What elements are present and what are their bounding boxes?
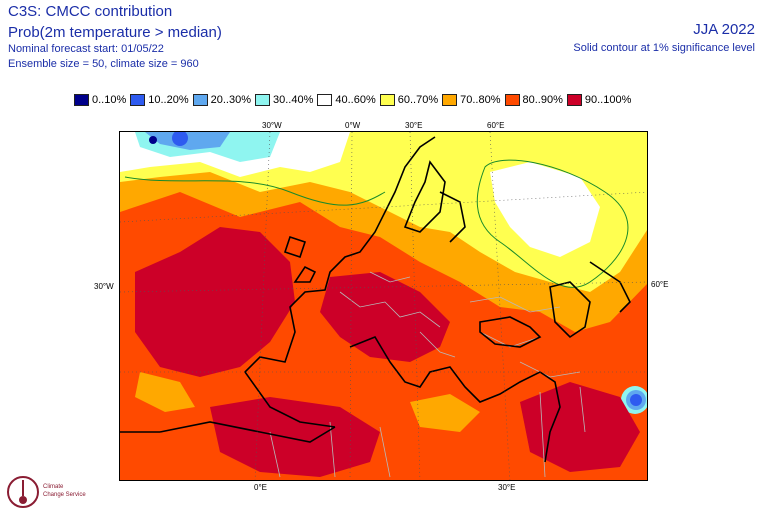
prob-field-90-100 [135,227,295,377]
season-label: JJA 2022 [693,21,755,38]
lon-label-top: 60°E [487,121,505,130]
prob-field-90-100 [320,272,450,362]
map-canvas [120,132,647,480]
prob-field-70-80 [135,372,195,412]
legend-label: 30..40% [273,94,314,106]
legend-item: 90..100% [566,94,632,106]
legend-item: 0..10% [74,94,126,106]
legend-swatch [255,94,270,106]
legend-label: 60..70% [397,94,439,106]
forecast-start-label: Nominal forecast start: 01/05/22 [8,43,164,55]
legend-swatch [379,94,395,106]
lon-label-left: 30°W [94,282,114,291]
legend-item: 70..80% [442,94,501,106]
legend-swatch [566,94,582,106]
legend-label: 80..90% [522,94,563,106]
copernicus-logo: Climate Change Service [3,470,113,516]
lon-label-top: 0°W [345,121,361,130]
legend-swatch [442,94,458,106]
prob-field-10-20 [630,394,642,406]
prob-field-90-100 [210,397,380,477]
legend-label: 70..80% [460,94,501,106]
legend-item: 30..40% [255,94,313,106]
legend-item: 80..90% [504,94,563,106]
legend-item: 10..20% [130,94,189,106]
legend-label: 90..100% [584,94,632,106]
lon-label-right: 60°E [651,280,669,289]
legend-swatch [504,94,520,106]
legend-swatch [74,94,89,106]
contour-note: Solid contour at 1% significance level [573,42,755,54]
coastline [589,261,631,313]
prob-field-70-80 [410,394,480,432]
prob-field-40-60 [490,162,600,257]
lon-label-top: 30°E [405,121,423,130]
probability-legend: 0..10% 10..20% 20..30% 30..40% 40..60% 6… [74,93,635,107]
legend-label: 0..10% [92,94,127,106]
legend-item: 40..60% [317,94,376,106]
significance-contour [124,176,386,206]
legend-item: 20..30% [192,94,251,106]
legend-swatch [192,94,208,106]
legend-swatch [130,94,146,106]
climate-change-service-logo-icon: Climate Change Service [7,476,86,508]
coastline [549,281,591,339]
logo-line2: Change Service [43,492,86,498]
prob-field-0-10 [149,136,157,144]
legend-swatch [317,94,333,106]
prob-field-20-30 [145,132,230,150]
legend-label: 20..30% [210,94,251,106]
legend-label: 40..60% [335,94,376,106]
lon-label-top: 30°W [262,121,282,130]
coastline [349,336,561,463]
probability-map [119,131,648,481]
coastline [479,316,542,348]
lon-label-bottom: 0°E [254,483,267,492]
country-borders [269,271,586,478]
map-title: C3S: CMCC contribution [8,3,173,20]
coastline [120,421,336,443]
ensemble-size-label: Ensemble size = 50, climate size = 960 [8,58,199,70]
legend-item: 60..70% [379,94,439,106]
significance-contour [476,159,629,288]
graticule [120,132,647,480]
variable-label: Prob(2m temperature > median) [8,24,222,41]
legend-label: 10..20% [148,94,189,106]
prob-field-90-100 [520,382,640,472]
lon-label-bottom: 30°E [498,483,516,492]
logo-line1: Climate [43,484,64,490]
prob-field-10-20 [172,132,188,146]
coastline [403,160,466,243]
